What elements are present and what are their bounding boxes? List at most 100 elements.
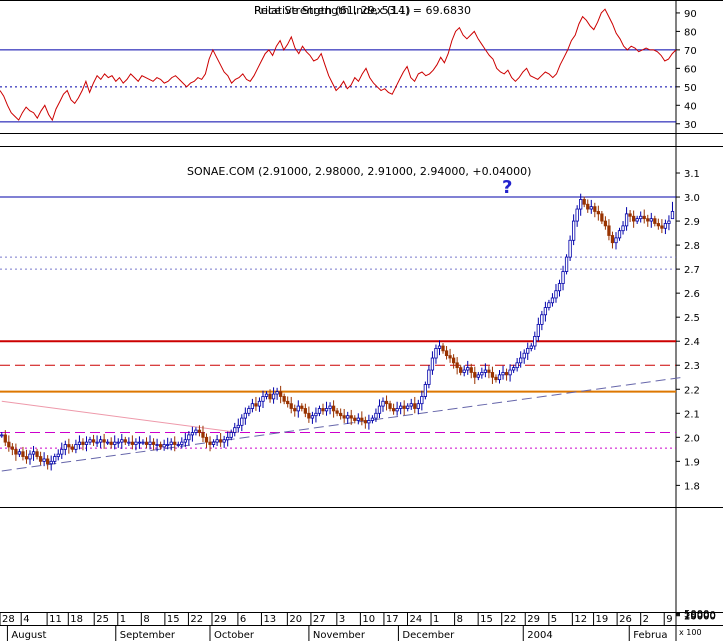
candle — [600, 210, 604, 224]
candle-body — [451, 357, 456, 364]
candle-body — [180, 441, 184, 445]
candle — [550, 293, 555, 307]
candle-body — [109, 441, 113, 445]
candle — [656, 218, 660, 230]
candle-body — [211, 441, 216, 445]
candle-body — [254, 403, 258, 407]
candle — [38, 451, 43, 466]
candle — [494, 374, 498, 383]
candle — [487, 366, 491, 379]
candle-body — [476, 374, 480, 378]
candle-body — [427, 369, 431, 385]
candle-body — [243, 412, 247, 419]
candle — [614, 232, 618, 250]
price-tick-label: 2.0 — [684, 433, 700, 444]
candle-body — [487, 369, 491, 373]
candle — [399, 402, 403, 415]
candle — [7, 435, 11, 452]
x-day-label: 15 — [167, 614, 180, 625]
candle-body — [490, 372, 495, 378]
candle — [476, 371, 480, 381]
candle — [31, 445, 36, 461]
candle-body — [176, 444, 180, 446]
candle — [635, 215, 639, 224]
candle-body — [286, 400, 290, 405]
candle-body — [529, 345, 533, 349]
candle-body — [91, 439, 96, 443]
candle-body — [444, 350, 449, 357]
price-tick-label: 2.9 — [684, 217, 700, 228]
candle-body — [367, 420, 371, 424]
candle — [621, 221, 625, 235]
candle — [151, 438, 156, 451]
candle — [279, 385, 283, 404]
rsi-tick-label: 80 — [684, 27, 697, 38]
candle-body — [459, 367, 463, 373]
candle — [321, 403, 325, 415]
candle-body — [307, 412, 311, 419]
volume-tick-label: 10000 — [684, 610, 716, 621]
x-month-label: August — [11, 630, 46, 641]
candle-body — [190, 432, 195, 436]
candle — [102, 433, 106, 449]
candle — [508, 364, 512, 382]
candle — [264, 391, 269, 400]
candle — [113, 435, 117, 450]
candle-body — [614, 237, 618, 244]
candle — [24, 449, 29, 464]
candle-body — [293, 408, 297, 412]
candle — [335, 408, 339, 417]
candle-body — [53, 456, 57, 462]
x-day-label: 19 — [596, 614, 609, 625]
candle-body — [635, 218, 639, 222]
candle — [466, 360, 470, 375]
candle — [448, 348, 452, 363]
candle — [455, 357, 459, 375]
candle — [363, 416, 367, 429]
volume-unit-label: x 100 — [679, 628, 702, 637]
candle-body — [660, 225, 664, 229]
candle — [268, 389, 272, 403]
candle-body — [162, 444, 166, 448]
candle — [497, 370, 502, 384]
candle-body — [275, 391, 279, 395]
candle — [384, 395, 389, 411]
candle-body — [208, 441, 212, 445]
candle-body — [600, 213, 604, 222]
candle-body — [402, 405, 406, 409]
candle — [180, 437, 184, 449]
candle-body — [621, 225, 625, 232]
price-tick-label: 2.4 — [684, 337, 700, 348]
rsi-tick-label: 90 — [684, 9, 697, 20]
candle-body — [106, 441, 110, 444]
candle-body — [646, 218, 650, 222]
candle-body — [617, 230, 622, 239]
price-tick-label: 2.8 — [684, 241, 700, 252]
candle — [275, 387, 279, 400]
candle-body — [483, 369, 488, 373]
rsi-line — [0, 8, 677, 122]
candle-body — [28, 453, 32, 460]
candle — [540, 310, 544, 331]
candle — [423, 381, 428, 400]
rsi-title: Relative Strength Index (14) = 69.6830 — [254, 4, 471, 17]
candle — [437, 340, 442, 356]
candle — [434, 344, 438, 364]
candle — [201, 425, 205, 443]
candle-body — [391, 408, 396, 412]
candle-body — [448, 355, 452, 359]
candle — [155, 438, 159, 452]
volume-tick-label: 5000 — [684, 609, 709, 620]
price-tick-label: 2.3 — [684, 361, 700, 372]
candle — [282, 393, 286, 405]
candle — [240, 414, 244, 432]
candle-body — [353, 417, 357, 421]
candle — [211, 439, 216, 448]
candle-body — [127, 441, 131, 444]
candle-body — [561, 271, 565, 284]
candle — [247, 405, 251, 417]
candle — [469, 363, 473, 379]
candle — [17, 448, 22, 458]
candle — [568, 235, 572, 261]
candle — [451, 354, 456, 369]
